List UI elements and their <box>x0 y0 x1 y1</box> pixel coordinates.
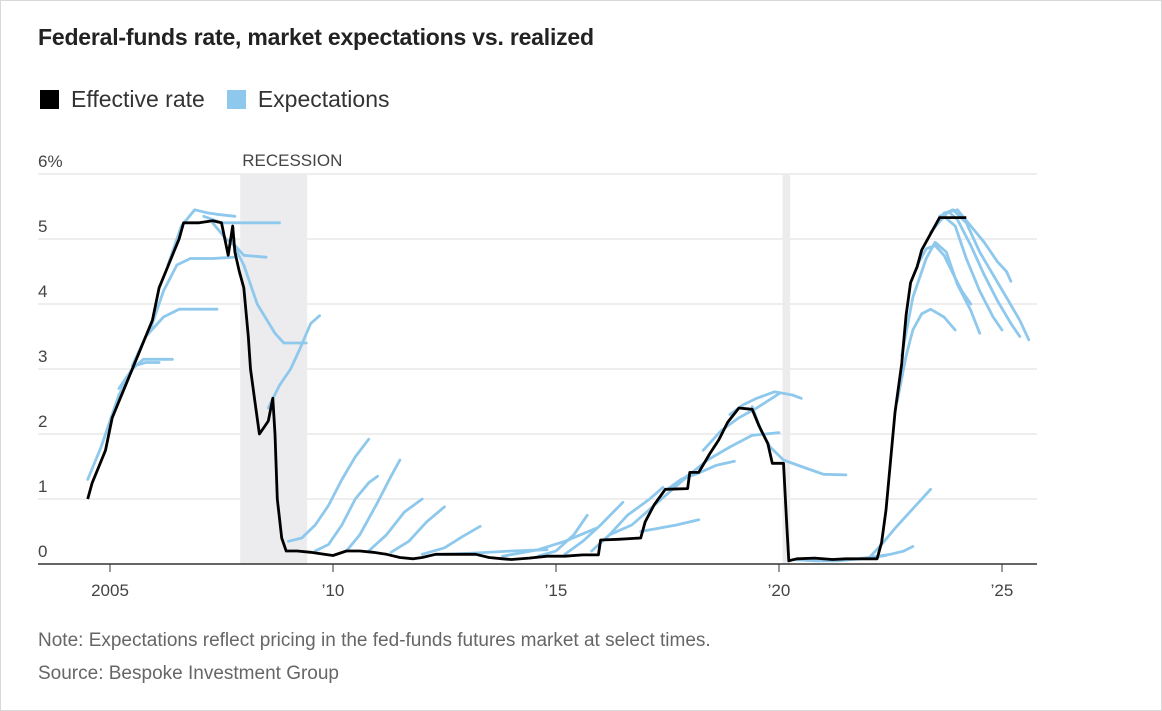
expectation-line <box>857 545 915 561</box>
chart-source: Source: Bespoke Investment Group <box>38 663 339 684</box>
y-tick-label: 6% <box>38 152 63 171</box>
y-tick-label: 4 <box>38 282 47 301</box>
expectation-line <box>117 357 174 390</box>
y-axis-labels: 0 1 2 3 4 5 6% <box>38 152 63 561</box>
legend: Effective rate Expectations <box>40 86 412 113</box>
chart-title: Federal-funds rate, market expectations … <box>38 24 594 50</box>
expectation-line <box>501 526 598 558</box>
x-tick-label: ’10 <box>322 581 345 600</box>
y-tick-label: 2 <box>38 412 47 431</box>
y-tick-label: 3 <box>38 347 47 366</box>
expectation-line <box>536 513 589 558</box>
effective-rate-line <box>86 216 967 563</box>
legend-swatch-effective-rate <box>40 90 59 109</box>
recession-label: RECESSION <box>242 151 342 170</box>
expectation-line <box>389 505 446 554</box>
expectation-line <box>229 237 308 345</box>
y-tick-label: 5 <box>38 217 47 236</box>
expectation-line <box>420 524 482 556</box>
x-axis-labels: 2005 ’10 ’15 ’20 ’25 <box>91 564 1013 600</box>
legend-item-effective-rate: Effective rate <box>40 86 205 113</box>
y-tick-label: 0 <box>38 542 47 561</box>
recession-bands: RECESSION <box>240 151 791 564</box>
expectation-line <box>313 474 379 553</box>
expectation-line <box>900 240 982 358</box>
expectation-line <box>701 392 781 452</box>
expectation-line <box>670 431 781 488</box>
expectation-line <box>148 255 237 332</box>
expectation-line <box>590 485 665 553</box>
expectation-line <box>563 500 625 556</box>
recession-band <box>782 174 791 564</box>
expectation-line <box>639 518 701 533</box>
expectation-line <box>367 497 424 553</box>
x-tick-label: ’25 <box>991 581 1014 600</box>
legend-label-expectations: Expectations <box>257 86 390 112</box>
expectation-line <box>728 390 803 416</box>
legend-label-effective-rate: Effective rate <box>71 86 205 112</box>
x-tick-label: ’15 <box>545 581 568 600</box>
expectation-line <box>166 208 237 267</box>
expectation-line <box>942 208 1013 283</box>
expectation-line <box>938 208 1031 342</box>
chart-note: Note: Expectations reflect pricing in th… <box>38 630 711 651</box>
effective-rate-path <box>86 216 967 563</box>
x-tick-label: ’20 <box>768 581 791 600</box>
expectation-line <box>866 487 932 561</box>
x-tick-label: 2005 <box>91 581 129 600</box>
legend-item-expectations: Expectations <box>226 86 390 113</box>
legend-swatch-expectations <box>226 90 246 109</box>
expectation-line <box>266 314 321 410</box>
y-tick-label: 1 <box>38 477 47 496</box>
gridlines <box>38 173 1037 500</box>
expectation-line <box>915 244 973 306</box>
expectation-line <box>895 307 957 403</box>
expectation-line <box>345 458 402 553</box>
expectations-lines <box>86 208 1031 563</box>
expectation-line <box>287 437 371 543</box>
